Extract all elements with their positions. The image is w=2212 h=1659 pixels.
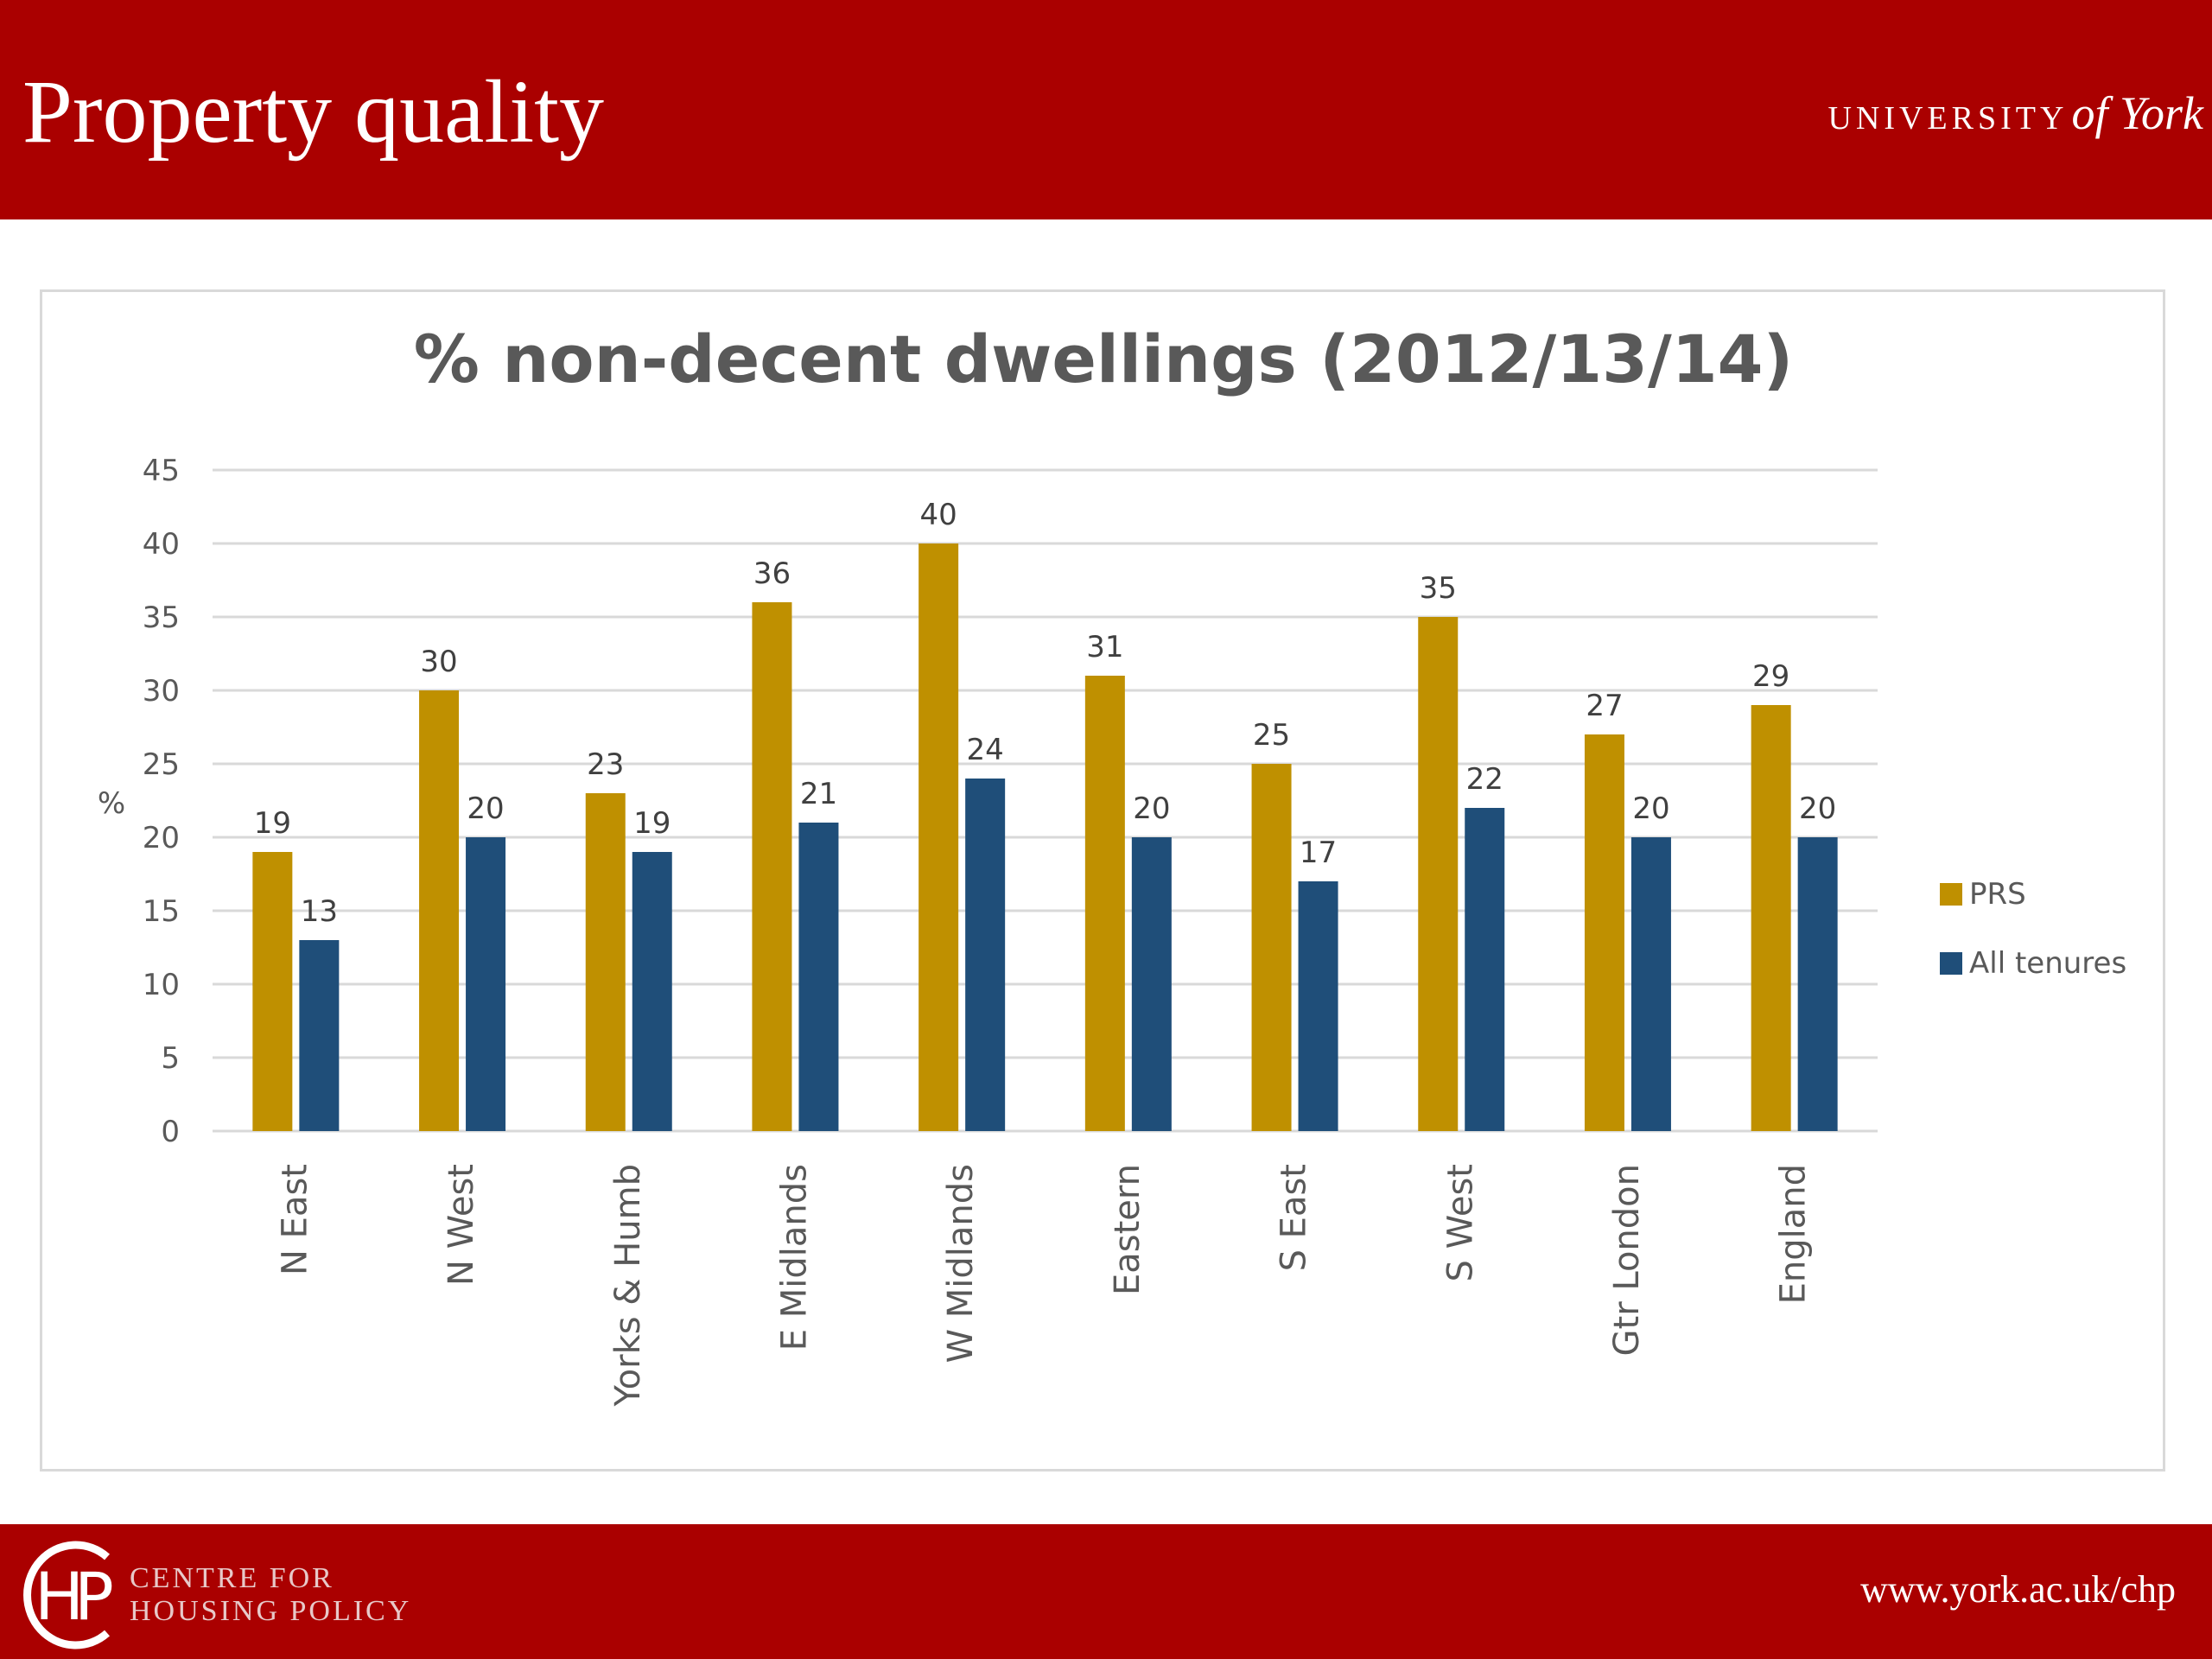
data-label: 19 (254, 806, 291, 841)
data-labels: 19 13 30 20 23 19 36 21 40 24 31 20 25 17 35 22 27 20 29 20 (254, 498, 1837, 929)
bar-prs (1751, 705, 1791, 1131)
data-label: 36 (753, 556, 791, 591)
x-tick-label: Yorks & Humb (608, 1164, 648, 1407)
y-tick-label: 5 (161, 1041, 180, 1076)
x-tick-label: N West (442, 1164, 481, 1286)
bar-chart: % non-decent dwellings (2012/13/14) % 0 5… (98, 321, 2126, 1407)
y-tick-label: 35 (143, 601, 180, 635)
data-label: 20 (1799, 791, 1836, 826)
chart-frame: % non-decent dwellings (2012/13/14) % 0 5… (40, 289, 2165, 1471)
x-tick-label: W Midlands (941, 1164, 981, 1363)
bar-all-tenures (1797, 837, 1838, 1131)
data-label: 24 (967, 733, 1004, 767)
x-tick-label: S West (1440, 1164, 1480, 1281)
bar-prs (1584, 734, 1624, 1131)
legend-swatch (1940, 952, 1962, 975)
legend: PRS All tenures (1940, 877, 2126, 981)
data-label: 27 (1586, 689, 1623, 723)
data-label: 17 (1300, 836, 1337, 870)
data-label: 20 (1632, 791, 1669, 826)
data-label: 23 (587, 747, 624, 782)
x-tick-label: Gtr London (1607, 1164, 1647, 1356)
y-tick-label: 20 (143, 821, 180, 855)
svg-text:H: H (35, 1558, 84, 1635)
bars (252, 543, 1838, 1131)
y-tick-label: 0 (161, 1115, 180, 1149)
x-tick-label: England (1774, 1164, 1814, 1304)
data-label: 30 (420, 645, 457, 679)
y-axis-ticks: 0 5 10 15 20 25 30 35 40 45 (143, 454, 180, 1149)
bar-prs (1251, 764, 1292, 1131)
y-tick-label: 45 (143, 454, 180, 488)
x-axis-ticks: N East N West Yorks & Humb E Midlands W Midl… (275, 1164, 1813, 1407)
chp-org-name: CENTRE FOR HOUSING POLICY (130, 1562, 411, 1628)
bar-all-tenures (1465, 808, 1505, 1131)
y-tick-label: 40 (143, 527, 180, 562)
data-label: 25 (1253, 718, 1290, 753)
bar-prs (585, 793, 626, 1131)
logo-caps: UNIVERSITY (1827, 100, 2069, 137)
legend-label: All tenures (1969, 946, 2126, 981)
svg-text:P: P (74, 1558, 114, 1635)
bar-prs (252, 852, 293, 1131)
x-tick-label: S East (1274, 1164, 1314, 1271)
legend-swatch (1940, 883, 1962, 906)
gridlines (213, 468, 1878, 1133)
y-tick-label: 30 (143, 674, 180, 709)
bar-all-tenures (466, 837, 506, 1131)
bar-all-tenures (299, 940, 340, 1131)
bar-prs (419, 690, 460, 1131)
bar-all-tenures (1298, 881, 1338, 1131)
slide-header: Property quality UNIVERSITYof York (0, 0, 2212, 219)
y-tick-label: 15 (143, 894, 180, 929)
data-label: 20 (1133, 791, 1170, 826)
logo-script: of York (2071, 87, 2203, 139)
x-tick-label: Eastern (1108, 1164, 1147, 1295)
bar-prs (1084, 676, 1125, 1131)
data-label: 31 (1086, 630, 1123, 664)
footer-url[interactable]: www.york.ac.uk/chp (1860, 1568, 2176, 1611)
data-label: 40 (920, 498, 957, 532)
data-label: 19 (633, 806, 671, 841)
bar-all-tenures (632, 852, 672, 1131)
data-label: 13 (301, 894, 338, 929)
chart-title: % non-decent dwellings (2012/13/14) (414, 321, 1794, 397)
bar-prs (1418, 617, 1459, 1131)
bar-all-tenures (798, 823, 839, 1131)
slide-title: Property quality (22, 62, 605, 162)
data-label: 20 (467, 791, 504, 826)
slide-footer: H P CENTRE FOR HOUSING POLICY www.york.a… (0, 1524, 2212, 1659)
university-of-york-logo: UNIVERSITYof York (1827, 86, 2203, 140)
x-tick-label: N East (275, 1164, 315, 1275)
y-tick-label: 10 (143, 968, 180, 1002)
bar-all-tenures (1131, 837, 1172, 1131)
bar-prs (918, 543, 959, 1131)
chp-logo-icon: H P (23, 1541, 114, 1649)
bar-all-tenures (965, 779, 1006, 1131)
legend-label: PRS (1969, 877, 2026, 912)
x-tick-label: E Midlands (774, 1164, 814, 1351)
y-tick-label: 25 (143, 747, 180, 782)
y-axis-label: % (98, 786, 125, 821)
data-label: 29 (1752, 659, 1789, 694)
data-label: 35 (1420, 571, 1457, 606)
chp-org-line1: CENTRE FOR (130, 1562, 334, 1594)
data-label: 22 (1466, 762, 1503, 797)
data-label: 21 (800, 777, 837, 811)
bar-prs (752, 602, 792, 1131)
chp-org-line2: HOUSING POLICY (130, 1595, 412, 1627)
bar-all-tenures (1630, 837, 1671, 1131)
